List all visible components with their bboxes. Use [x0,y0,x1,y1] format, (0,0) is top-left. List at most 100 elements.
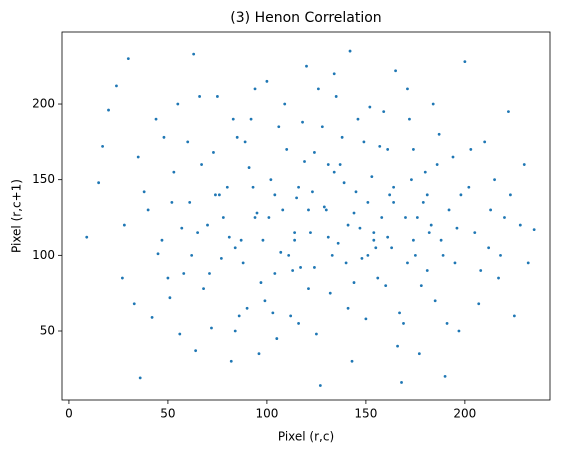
point [150,315,154,319]
point [392,185,396,189]
point [330,253,334,257]
point [170,200,174,204]
point [281,208,285,212]
point [532,228,536,232]
point [518,223,522,227]
point [419,284,423,288]
point [477,302,481,306]
point [251,185,255,189]
point [237,314,241,318]
chart-title: (3) Henon Correlation [230,10,381,26]
point [396,344,399,348]
point [402,322,405,325]
point [433,299,437,303]
point [217,193,221,197]
point [307,287,310,291]
point [451,155,455,159]
point [247,166,251,169]
point [332,170,336,174]
point [413,253,417,257]
point [303,160,306,163]
point [313,151,316,154]
point [352,281,356,284]
point [439,238,443,242]
point [221,216,225,219]
point [421,200,425,204]
point [313,266,316,269]
point [362,140,366,144]
point [243,140,247,144]
point [214,193,217,197]
point [138,376,142,380]
point [512,314,516,318]
point [455,226,459,230]
point [200,163,203,166]
point [429,223,433,227]
point [346,223,350,227]
point [257,352,261,356]
point [301,120,304,124]
point [425,269,429,272]
point [386,235,390,239]
point [356,117,360,121]
point [227,235,231,239]
point [273,272,277,275]
point [358,226,362,230]
point [469,148,473,151]
point [322,205,326,209]
point [368,105,372,109]
point [259,281,263,284]
point [180,226,184,230]
y-tick-label: 150 [32,172,55,186]
y-tick-label: 50 [40,324,55,338]
point [457,329,461,333]
point [360,256,364,260]
point [225,185,229,189]
point [427,231,431,235]
point [406,261,409,265]
point [202,287,205,291]
point [348,49,352,53]
y-tick-label: 100 [32,248,55,262]
x-tick-label: 0 [65,407,73,421]
point [499,253,502,257]
point [372,238,376,242]
point [394,69,397,73]
x-tick-label: 150 [354,407,377,421]
point [231,117,235,121]
point [85,235,89,239]
point [411,238,415,242]
point [435,163,439,166]
point [336,241,340,245]
point [447,208,451,212]
point [101,144,104,148]
point [297,322,300,325]
point [196,231,200,235]
point [344,261,348,265]
point [404,216,407,219]
point [376,276,380,280]
point [249,117,253,121]
point [154,117,158,121]
point [263,299,267,303]
point [400,381,403,384]
point [354,190,358,194]
point [425,193,429,197]
point [388,193,392,197]
point [136,155,140,159]
point [453,261,457,265]
point [443,374,447,378]
point [309,231,312,235]
point [328,291,332,295]
point [279,250,283,254]
point [342,181,346,185]
point [305,64,308,68]
point [245,306,249,310]
point [314,332,318,336]
point [509,193,512,197]
point [378,144,382,148]
point [297,185,300,189]
point [291,269,295,272]
